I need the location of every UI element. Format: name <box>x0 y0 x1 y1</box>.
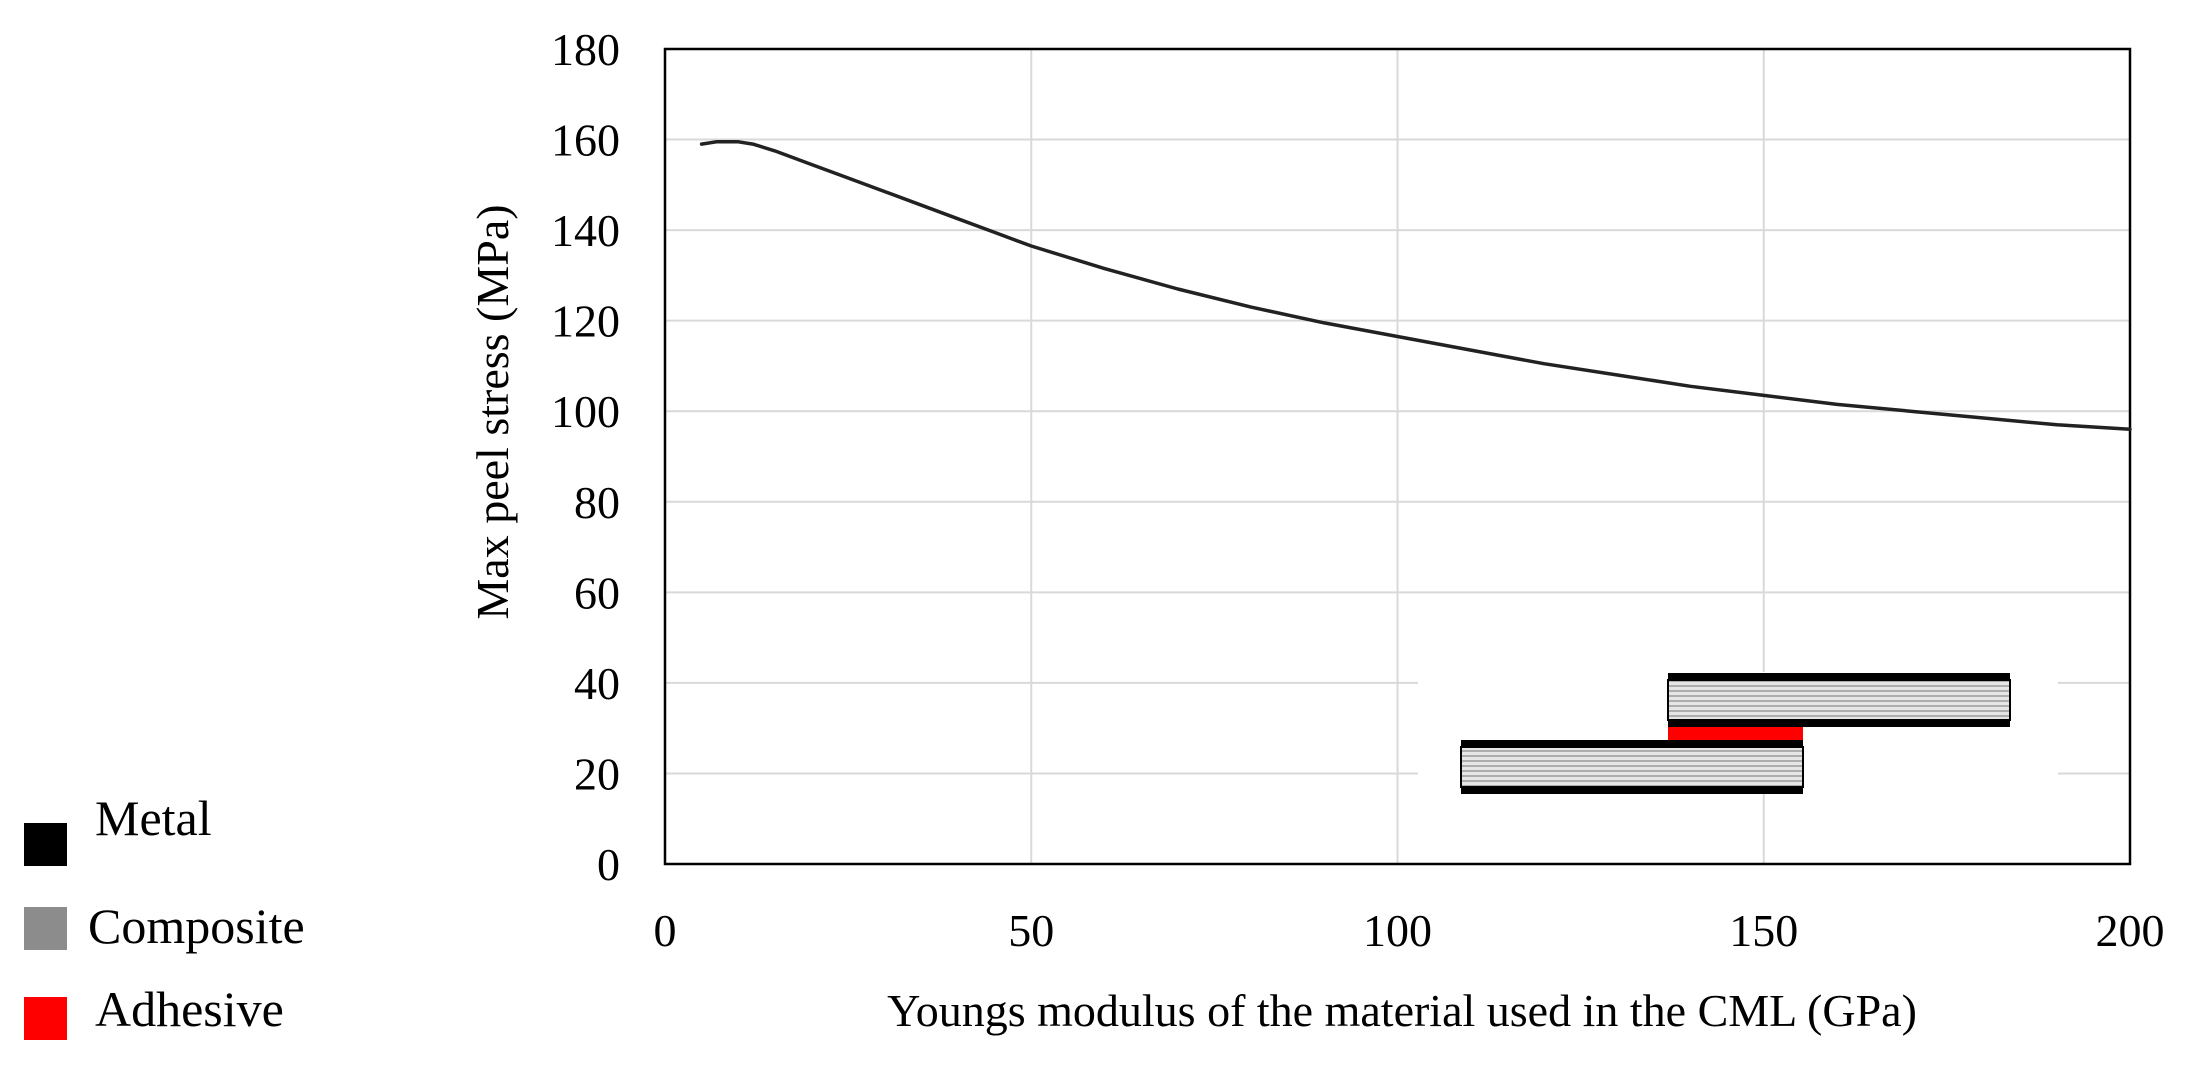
plot-area-frame <box>663 47 2132 866</box>
y-tick-label: 0 <box>597 839 620 890</box>
y-tick-label: 120 <box>551 296 620 347</box>
adhesive-layer <box>1668 727 1803 740</box>
lower-metal-bottom-strip <box>1461 787 1803 794</box>
x-tick-label: 50 <box>1008 905 1054 956</box>
y-tick-label: 60 <box>574 567 620 618</box>
legend-swatch <box>24 907 67 950</box>
y-tick-label: 80 <box>574 477 620 528</box>
grid-lines <box>665 49 2130 864</box>
y-tick-label: 160 <box>551 115 620 166</box>
x-tick-label: 100 <box>1363 905 1432 956</box>
y-tick-label: 140 <box>551 205 620 256</box>
legend-swatch <box>24 823 67 866</box>
cml-joint-schematic <box>1418 672 2058 794</box>
y-tick-label: 180 <box>551 24 620 75</box>
legend-label: Adhesive <box>95 981 284 1037</box>
legend-swatch <box>24 997 67 1040</box>
upper-metal-top-strip <box>1668 673 2010 680</box>
legend-label: Metal <box>95 790 212 846</box>
x-tick-label: 200 <box>2096 905 2165 956</box>
legend: Metal Composite Adhesive <box>24 790 305 1040</box>
legend-label: Composite <box>88 898 305 954</box>
lower-metal-top-strip <box>1461 740 1803 747</box>
y-tick-label: 40 <box>574 658 620 709</box>
x-tick-label: 0 <box>654 905 677 956</box>
x-axis-title: Youngs modulus of the material used in t… <box>887 985 1917 1036</box>
y-tick-label: 100 <box>551 386 620 437</box>
x-tick-label: 150 <box>1729 905 1798 956</box>
y-axis-title: Max peel stress (MPa) <box>467 204 518 619</box>
y-tick-label: 20 <box>574 748 620 799</box>
upper-composite-layer <box>1667 679 2011 721</box>
upper-metal-bottom-strip <box>1668 720 2010 727</box>
series-line <box>699 140 2132 432</box>
lower-composite-layer <box>1460 746 1804 788</box>
